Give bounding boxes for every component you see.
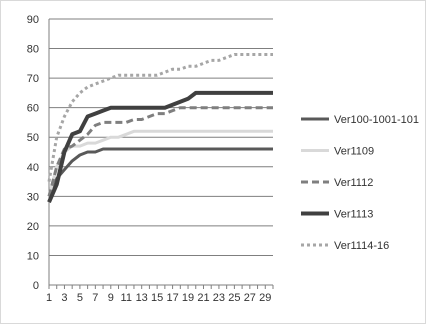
y-tick-label: 80 [27, 44, 39, 56]
legend-label: Ver1114-16 [334, 240, 389, 252]
x-tick-label: 15 [151, 292, 163, 304]
y-tick-label: 60 [27, 103, 39, 115]
x-tick-label: 3 [61, 292, 67, 304]
x-tick-label: 27 [244, 292, 256, 304]
series-line-ver100-1001-101 [47, 147, 273, 197]
x-tick-label: 7 [92, 292, 98, 304]
y-tick-label: 90 [27, 14, 39, 26]
x-tick-label: 13 [136, 292, 148, 304]
series-line-ver1112 [47, 106, 273, 197]
x-tick-label: 17 [166, 292, 178, 304]
series-lines [47, 53, 273, 203]
x-tick-label: 1 [46, 292, 52, 304]
series-line-ver1109 [47, 129, 273, 197]
y-tick-label: 0 [33, 280, 39, 292]
y-tick-label: 10 [27, 250, 39, 262]
legend-label: Ver1112 [334, 177, 373, 189]
series-line-ver1114-16 [47, 53, 273, 182]
x-tick-label: 29 [259, 292, 271, 304]
legend-label: Ver1109 [334, 146, 374, 158]
legend-label: Ver1113 [334, 209, 373, 221]
legend: Ver100-1001-101 Ver1109 Ver1112 Ver1113 Ver1… [301, 114, 419, 252]
y-tick-label: 30 [27, 191, 39, 203]
y-tick-label: 70 [27, 73, 39, 85]
x-tick-label: 11 [121, 292, 132, 304]
x-tick-label: 21 [197, 292, 209, 304]
y-tick-label: 20 [27, 221, 39, 233]
x-tick-label: 23 [213, 292, 225, 304]
x-tick-label: 9 [108, 292, 114, 304]
x-tick-label: 19 [182, 292, 194, 304]
x-tick-label: 25 [228, 292, 240, 304]
series-line-ver1113 [47, 90, 273, 203]
x-tick-label: 5 [77, 292, 83, 304]
y-tick-label: 50 [27, 132, 39, 144]
legend-label: Ver100-1001-101 [334, 114, 419, 126]
y-tick-label: 40 [27, 162, 39, 174]
